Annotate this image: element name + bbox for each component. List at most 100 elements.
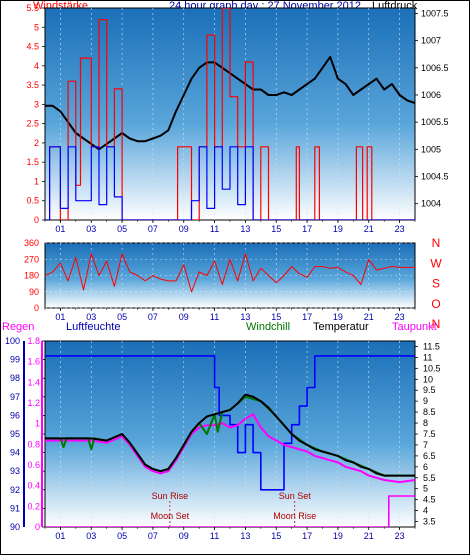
temperature-tick-8.5: 8.5 — [423, 407, 436, 417]
panel1-xtick-23: 23 — [395, 224, 405, 234]
wind-tick-4.5: 4.5 — [26, 42, 39, 52]
panel1-xtick-11: 11 — [210, 224, 219, 234]
panel1-xtick-21: 21 — [364, 224, 374, 234]
pressure-tick-1007.5: 1007.5 — [421, 8, 449, 18]
series-gust — [45, 146, 415, 220]
panel1-xtick-05: 05 — [117, 224, 127, 234]
humidity-tick-92: 92 — [10, 485, 20, 495]
series-temperature — [45, 393, 415, 477]
panel3-xtick-23: 23 — [395, 531, 405, 541]
pressure-tick-1004: 1004 — [421, 199, 441, 209]
panel3-xtick-17: 17 — [302, 531, 312, 541]
humidity-tick-95: 95 — [10, 429, 20, 439]
wind-tick-2.5: 2.5 — [26, 119, 39, 129]
panel2-xtick-05: 05 — [117, 312, 127, 322]
direction-tick-0: 0 — [34, 303, 39, 313]
panel2-xtick-07: 07 — [148, 312, 158, 322]
temperature-tick-9: 9 — [423, 396, 428, 406]
panel2-xtick-23: 23 — [395, 312, 405, 322]
rain-tick-0.4: 0.4 — [27, 481, 40, 491]
humidity-tick-93: 93 — [10, 466, 20, 476]
panel1-xtick-17: 17 — [302, 224, 312, 234]
rain-tick-1.4: 1.4 — [27, 377, 40, 387]
legend-windchill: Windchill — [246, 321, 290, 333]
series-dewpoint — [45, 413, 415, 484]
panel3-xtick-11: 11 — [210, 531, 219, 541]
compass-4-N: N — [432, 317, 441, 331]
panel3-xtick-19: 19 — [333, 531, 343, 541]
temperature-tick-11.5: 11.5 — [423, 341, 440, 351]
pressure-tick-1007: 1007 — [421, 36, 441, 46]
wind-tick-5: 5 — [34, 22, 39, 32]
temperature-tick-10.5: 10.5 — [423, 363, 441, 373]
panel2-xtick-09: 09 — [179, 312, 189, 322]
humidity-tick-96: 96 — [10, 410, 20, 420]
humidity-tick-99: 99 — [10, 355, 20, 365]
wind-tick-3.5: 3.5 — [26, 80, 39, 90]
rain-tick-0: 0 — [35, 522, 40, 532]
panel-temperature — [44, 340, 416, 528]
panel1-xtick-13: 13 — [240, 224, 250, 234]
temperature-tick-4.5: 4.5 — [423, 495, 436, 505]
wind-tick-1: 1 — [34, 176, 39, 186]
annotation-moon-set: Moon Set — [151, 511, 190, 521]
rain-tick-1.6: 1.6 — [27, 357, 40, 367]
direction-tick-360: 360 — [24, 238, 39, 248]
temperature-tick-11: 11 — [423, 352, 432, 362]
rain-tick-1.8: 1.8 — [27, 336, 40, 346]
annotation-sun-set: Sun Set — [279, 491, 312, 501]
panel3-xtick-09: 09 — [179, 531, 189, 541]
pressure-tick-1004.5: 1004.5 — [421, 172, 449, 182]
temperature-tick-4: 4 — [423, 506, 428, 516]
compass-3-O: O — [431, 297, 440, 311]
panel3-xtick-03: 03 — [86, 531, 96, 541]
humidity-tick-97: 97 — [10, 392, 20, 402]
humidity-tick-98: 98 — [10, 373, 20, 383]
panel1-xtick-09: 09 — [179, 224, 189, 234]
pressure-tick-1005: 1005 — [421, 144, 441, 154]
panel2-xtick-11: 11 — [210, 312, 219, 322]
panel1-xtick-19: 19 — [333, 224, 343, 234]
temperature-tick-6: 6 — [423, 462, 428, 472]
temperature-tick-5: 5 — [423, 484, 428, 494]
humidity-tick-91: 91 — [10, 503, 20, 513]
panel2-xtick-13: 13 — [240, 312, 250, 322]
humidity-tick-94: 94 — [10, 448, 20, 458]
annotation-moon-rise: Moon Rise — [273, 511, 316, 521]
rain-tick-0.8: 0.8 — [27, 439, 40, 449]
panel3-xtick-15: 15 — [271, 531, 281, 541]
panel1-xtick-03: 03 — [86, 224, 96, 234]
panel3-xtick-13: 13 — [240, 531, 250, 541]
pressure-tick-1006: 1006 — [421, 90, 441, 100]
panel3-xtick-21: 21 — [364, 531, 374, 541]
temperature-tick-10: 10 — [423, 374, 433, 384]
legend-rain: Regen — [2, 321, 34, 333]
annotation-sun-rise: Sun Rise — [152, 491, 189, 501]
compass-0-N: N — [432, 236, 441, 250]
panel2-xtick-15: 15 — [271, 312, 281, 322]
legend-dewpoint: Taupunkt — [392, 321, 437, 333]
panel2-xtick-19: 19 — [333, 312, 343, 322]
rain-tick-0.6: 0.6 — [27, 460, 40, 470]
temperature-tick-3.5: 3.5 — [423, 517, 436, 527]
temperature-tick-7: 7 — [423, 440, 428, 450]
humidity-tick-90: 90 — [10, 522, 20, 532]
pressure-tick-1006.5: 1006.5 — [421, 63, 449, 73]
series-direction — [45, 253, 415, 293]
panel1-xtick-15: 15 — [271, 224, 281, 234]
wind-tick-3: 3 — [34, 99, 39, 109]
compass-2-S: S — [432, 277, 440, 291]
legend-humidity: Luftfeuchte — [66, 321, 120, 333]
panel2-xtick-21: 21 — [364, 312, 374, 322]
panel3-xtick-01: 01 — [55, 531, 65, 541]
panel2-xtick-03: 03 — [86, 312, 96, 322]
legend-temperature: Temperatur — [313, 321, 369, 333]
humidity-tick-100: 100 — [5, 336, 20, 346]
pressure-tick-1005.5: 1005.5 — [421, 117, 449, 127]
wind-tick-1.5: 1.5 — [26, 157, 39, 167]
temperature-tick-7.5: 7.5 — [423, 429, 436, 439]
wind-tick-2: 2 — [34, 138, 39, 148]
panel2-xtick-17: 17 — [302, 312, 312, 322]
direction-tick-90: 90 — [29, 287, 39, 297]
